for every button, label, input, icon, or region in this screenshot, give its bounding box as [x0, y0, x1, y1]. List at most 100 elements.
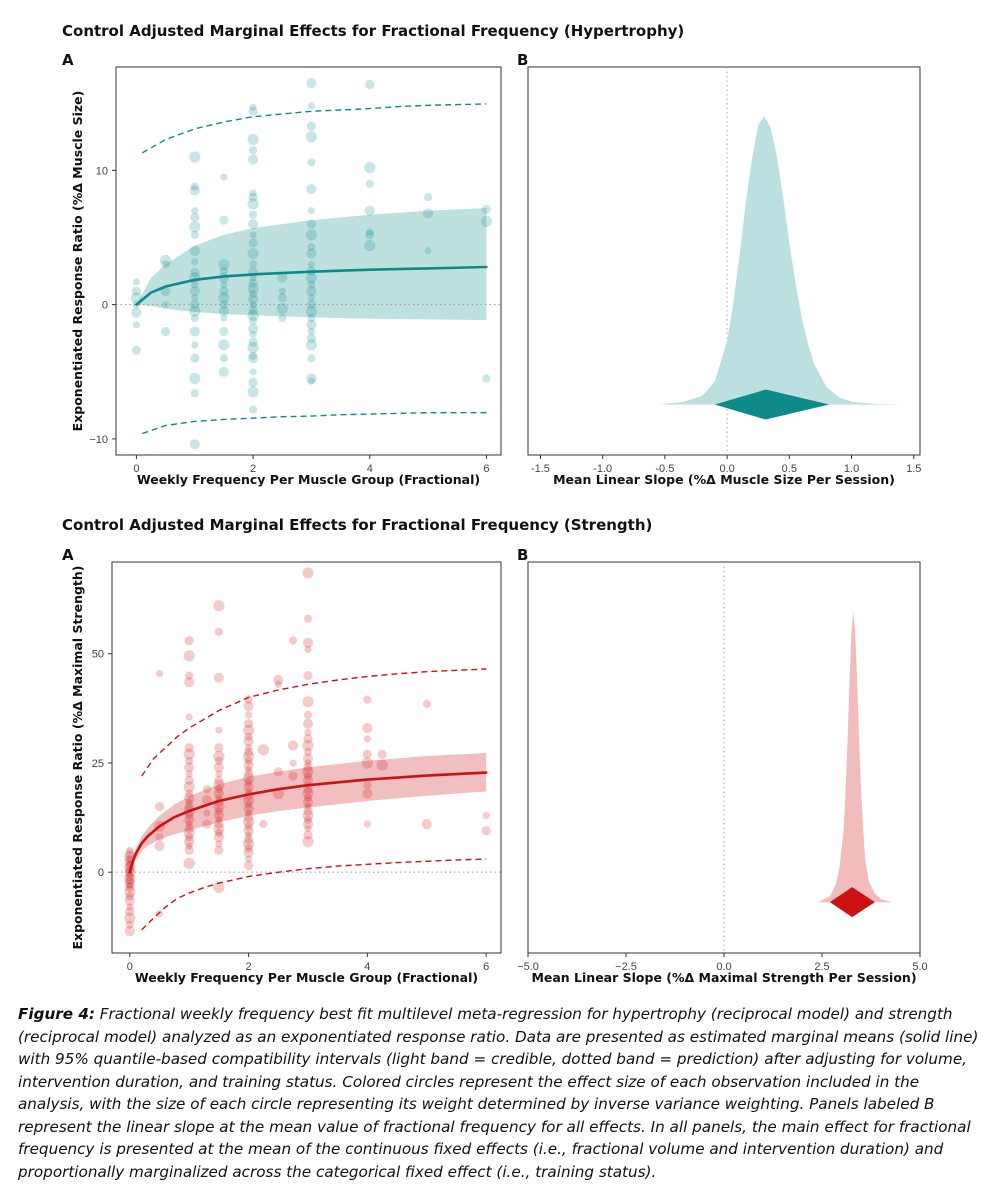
data-point — [303, 762, 313, 772]
data-point — [189, 221, 201, 233]
data-point — [249, 368, 257, 376]
data-point — [245, 809, 253, 817]
data-point — [189, 286, 200, 297]
data-point — [184, 677, 195, 688]
data-point — [288, 771, 298, 781]
data-point — [219, 286, 229, 296]
data-point — [376, 759, 388, 771]
caption-label: Figure 4: — [18, 1005, 95, 1023]
data-point — [214, 806, 223, 816]
data-point — [219, 215, 229, 225]
x-tick-label: 0 — [127, 961, 133, 973]
data-point — [161, 326, 171, 337]
data-point — [307, 207, 315, 215]
data-point — [248, 323, 259, 334]
data-point — [302, 775, 314, 786]
data-point — [189, 151, 201, 163]
x-tick-label: 6 — [483, 463, 489, 475]
data-point — [247, 133, 259, 146]
data-point — [243, 847, 254, 858]
data-point — [218, 292, 230, 304]
data-point — [243, 701, 254, 712]
data-point — [247, 309, 259, 321]
prediction-band-lower — [141, 858, 487, 931]
data-point — [302, 739, 314, 752]
data-point — [244, 732, 253, 741]
data-point — [190, 389, 199, 398]
data-point — [248, 294, 259, 305]
data-point — [244, 822, 253, 831]
data-point — [124, 912, 136, 924]
data-point — [304, 759, 312, 767]
data-point — [257, 744, 269, 756]
data-point — [213, 788, 224, 799]
data-point — [248, 154, 259, 165]
x-tick-label: 0.5 — [782, 463, 797, 475]
x-tick-label: 1.5 — [906, 463, 921, 475]
prediction-band-lower — [142, 412, 487, 435]
data-point — [302, 787, 314, 800]
data-point — [215, 816, 223, 824]
data-point — [362, 722, 373, 734]
data-point — [366, 228, 374, 236]
data-point — [244, 813, 254, 823]
data-point — [155, 910, 164, 918]
data-point — [247, 282, 259, 295]
data-point — [303, 734, 313, 744]
data-point — [160, 254, 172, 266]
data-point — [422, 699, 431, 709]
x-tick-label: 4 — [367, 463, 373, 475]
data-point — [304, 728, 312, 737]
data-point — [184, 762, 195, 773]
data-point — [202, 819, 212, 829]
data-point — [421, 819, 432, 830]
data-point — [125, 849, 135, 859]
x-axis-label: Weekly Frequency Per Muscle Group (Fract… — [137, 472, 480, 487]
data-point — [184, 743, 194, 753]
data-point — [220, 314, 228, 322]
data-point — [185, 756, 194, 765]
data-point — [307, 354, 316, 363]
data-point — [248, 353, 259, 364]
x-tick-label: −2.5 — [615, 961, 637, 973]
credible-band — [136, 208, 487, 321]
data-point — [185, 842, 193, 850]
data-point — [202, 785, 212, 794]
data-point — [244, 778, 253, 787]
data-point — [214, 627, 223, 637]
data-point — [162, 301, 170, 309]
data-point — [305, 272, 317, 284]
data-point — [302, 718, 314, 729]
data-point — [278, 314, 287, 323]
data-point — [189, 439, 200, 450]
panel-a-label-strength: A — [62, 546, 74, 564]
data-point — [191, 341, 199, 349]
data-point — [213, 672, 224, 683]
data-point — [243, 772, 255, 784]
data-point — [243, 816, 255, 828]
data-point — [185, 770, 193, 778]
data-point — [124, 878, 135, 889]
point-estimate-diamond — [829, 887, 875, 918]
data-point — [214, 819, 224, 829]
data-point — [307, 280, 316, 289]
data-point — [363, 695, 372, 704]
data-point — [189, 305, 201, 317]
data-point — [213, 762, 224, 773]
data-point — [424, 193, 433, 202]
fit-line — [135, 265, 488, 306]
panel-b-label-hypertrophy: B — [517, 51, 529, 69]
data-point — [306, 286, 317, 297]
point-estimate-diamond — [714, 389, 830, 420]
data-point — [213, 822, 225, 835]
y-tick-label: 0 — [102, 300, 108, 312]
data-point — [307, 377, 315, 385]
data-point — [248, 238, 258, 248]
data-point — [305, 305, 317, 317]
data-point — [482, 811, 490, 820]
data-point — [480, 215, 492, 227]
data-point — [249, 103, 257, 111]
data-point — [126, 903, 134, 911]
data-point — [249, 351, 258, 360]
